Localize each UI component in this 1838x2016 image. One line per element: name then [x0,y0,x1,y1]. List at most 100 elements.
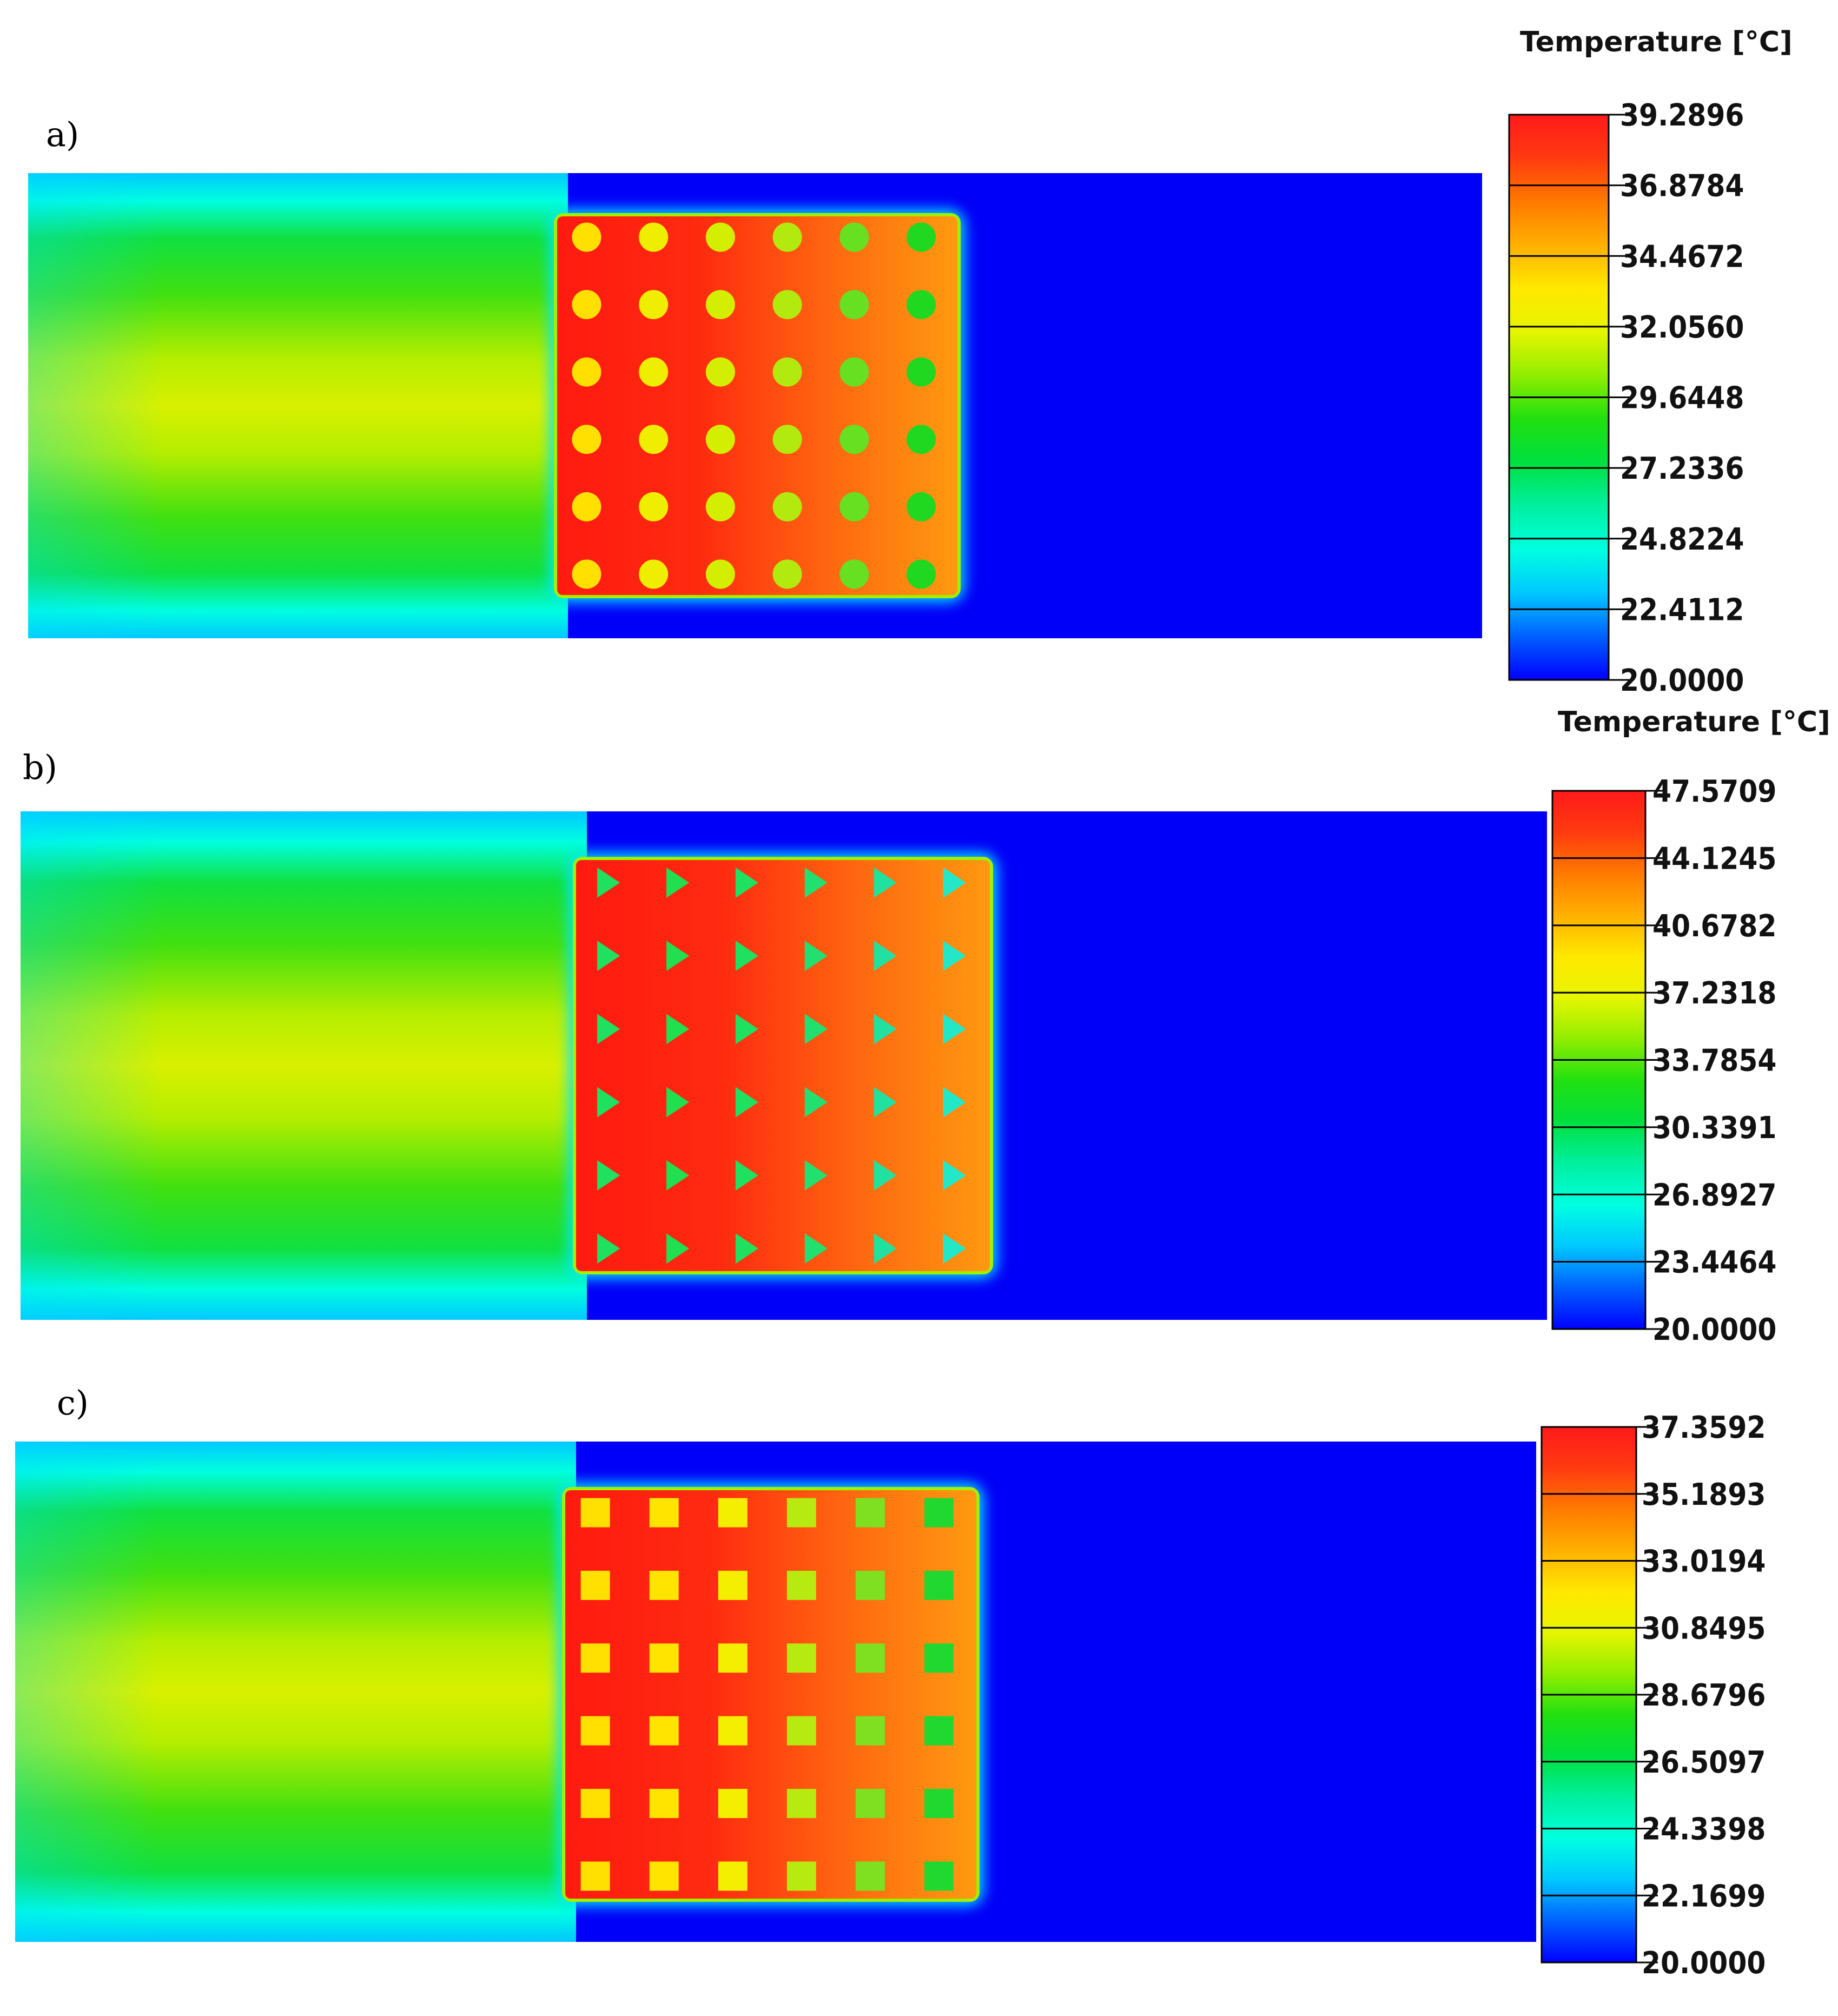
fin [924,1789,954,1819]
fin [855,1498,885,1528]
fin [907,425,936,454]
colorbar-tick-label: 24.8224 [1620,522,1744,557]
fin [874,1233,897,1264]
fin [924,1643,954,1673]
fin [804,1087,828,1118]
fin [705,290,735,320]
fin [705,357,735,387]
fin [804,1233,828,1264]
fin [839,290,869,320]
fin [666,867,690,898]
fin [772,357,802,387]
fin [943,941,966,971]
fin [786,1498,816,1528]
legend-title: Temperature [°C] [1558,706,1830,738]
fin [718,1789,748,1819]
fin [639,492,669,521]
fin [735,1014,758,1045]
fin [735,1160,758,1191]
inlet-fade [21,811,587,1320]
fin [580,1570,610,1600]
fin [874,941,897,971]
fin [924,1716,954,1746]
fin [718,1861,748,1891]
fin [943,1233,966,1264]
fin [772,492,802,521]
fin [786,1570,816,1600]
fin [907,559,936,589]
colorbar-tick-label: 37.2318 [1652,976,1776,1011]
colorbar-tick-label: 35.1893 [1642,1477,1766,1512]
fin [943,1014,966,1045]
fin [597,1014,620,1045]
fin [572,290,601,320]
inlet-fade [15,1442,576,1942]
fin [718,1498,748,1528]
fin [639,222,669,252]
fin [666,1014,690,1045]
colorbar-tick-label: 30.8495 [1642,1611,1766,1646]
fin [705,559,735,589]
fin [804,1014,828,1045]
colorbar-tick-label: 34.4672 [1620,239,1744,274]
fin [666,1087,690,1118]
colorbar-tick-label: 44.1245 [1652,841,1776,876]
heat-sink-base [565,1490,976,1899]
fin [580,1861,610,1891]
fin [924,1570,954,1600]
fin [705,492,735,521]
colorbar-tick-label: 33.0194 [1642,1544,1766,1579]
fin [572,492,601,521]
colorbar-tick-label: 20.0000 [1620,663,1744,698]
fin [874,1014,897,1045]
fin [666,941,690,971]
colorbar-tick-label: 39.2896 [1620,98,1744,133]
fin [907,492,936,521]
fin [839,492,869,521]
fin [649,1716,679,1746]
colorbar-tick-label: 40.6782 [1652,909,1776,944]
fin [772,559,802,589]
fin [804,867,828,898]
fin [705,222,735,252]
colorbar-tick-label: 22.1699 [1642,1879,1766,1914]
fin [907,357,936,387]
fin [597,1087,620,1118]
fin [855,1570,885,1600]
heat-sink-base [557,216,957,595]
inlet-fade [28,173,568,638]
fin [649,1643,679,1673]
fin [735,941,758,971]
fin [804,1160,828,1191]
colorbar-tick-label: 24.3398 [1642,1812,1766,1847]
fin [580,1643,610,1673]
fin [874,1087,897,1118]
fin [924,1498,954,1528]
fin [580,1789,610,1819]
fin [705,425,735,454]
legend-title: Temperature [°C] [1520,26,1793,58]
panel-label: b) [23,748,57,787]
colorbar-tick-label: 29.6448 [1620,381,1744,416]
fin [666,1160,690,1191]
fin [786,1861,816,1891]
fin [874,1160,897,1191]
colorbar-tick-label: 47.5709 [1652,774,1776,809]
fin [666,1233,690,1264]
fin [943,867,966,898]
panel-label: c) [57,1383,89,1423]
fin [772,222,802,252]
fin [855,1861,885,1891]
fin [735,1087,758,1118]
fin [874,867,897,898]
fin [735,1233,758,1264]
colorbar-tick-label: 22.4112 [1620,592,1744,627]
colorbar-tick-label: 32.0560 [1620,310,1744,345]
fin [649,1789,679,1819]
colorbar-tick-label: 28.6796 [1642,1678,1766,1713]
colorbar-tick-label: 23.4464 [1652,1245,1776,1280]
fin [718,1716,748,1746]
panel-b: b) Temperature [°C] 47.5709 44.1245 40.6782 3… [21,706,1830,1347]
fin [718,1643,748,1673]
